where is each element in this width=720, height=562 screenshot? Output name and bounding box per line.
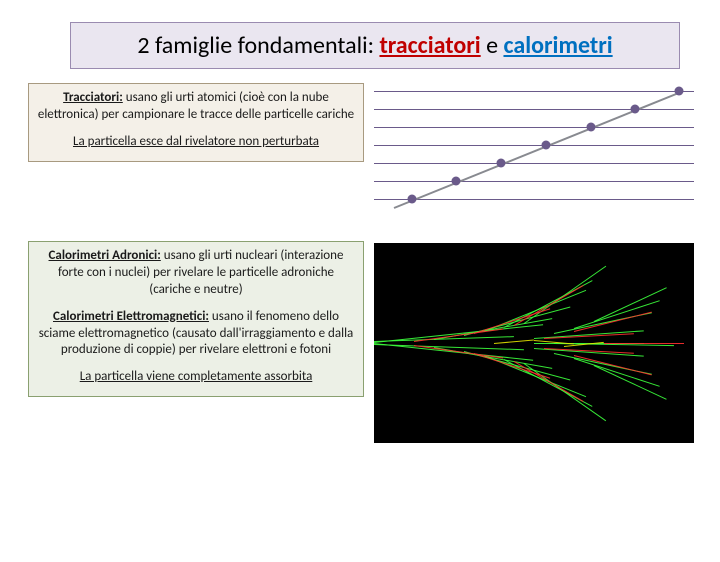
hit-point <box>408 195 417 204</box>
shower-track <box>414 328 503 342</box>
calo-paragraph-3: La particella viene completamente assorb… <box>37 369 355 386</box>
shower-track <box>604 343 684 344</box>
shower-track <box>524 363 606 421</box>
detector-plane <box>374 181 694 182</box>
detector-plane <box>374 199 694 200</box>
calo-em-label: Calorimetri Elettromagnetici: <box>53 309 209 324</box>
title-pre: 2 famiglie fondamentali: <box>137 31 379 60</box>
calo-paragraph-1: Calorimetri Adronici: usano gli urti nuc… <box>37 248 355 299</box>
slide-title: 2 famiglie fondamentali: tracciatori e c… <box>70 22 680 69</box>
shower-track <box>574 355 652 375</box>
tracker-paragraph-1: Tracciatori: usano gli urti atomici (cio… <box>37 90 355 124</box>
shower-track <box>494 340 534 344</box>
shower-track <box>374 343 533 361</box>
detector-plane <box>374 163 694 164</box>
calo-paragraph-2: Calorimetri Elettromagnetici: usano il f… <box>37 309 355 360</box>
shower-track <box>574 300 660 329</box>
detector-plane <box>374 91 694 92</box>
tracker-paragraph-2: La particella esce dal rivelatore non pe… <box>37 134 355 151</box>
detector-plane <box>374 109 694 110</box>
calo-adronic-label: Calorimetri Adronici: <box>49 248 161 263</box>
title-blue: calorimetri <box>503 31 612 60</box>
shower-diagram <box>374 243 694 443</box>
hit-point <box>452 177 461 186</box>
hit-point <box>675 87 684 96</box>
tracker-label: Tracciatori: <box>63 90 123 105</box>
hit-point <box>497 159 506 168</box>
tracker-text-box: Tracciatori: usano gli urti atomici (cio… <box>28 83 364 162</box>
calorimeter-text-box: Calorimetri Adronici: usano gli urti nuc… <box>28 241 364 397</box>
title-mid: e <box>481 31 504 60</box>
detector-plane <box>374 145 694 146</box>
hit-point <box>542 141 551 150</box>
hit-point <box>587 123 596 132</box>
tracker-diagram <box>374 85 694 215</box>
hit-point <box>631 105 640 114</box>
title-red: tracciatori <box>379 31 480 60</box>
detector-plane <box>374 127 694 128</box>
